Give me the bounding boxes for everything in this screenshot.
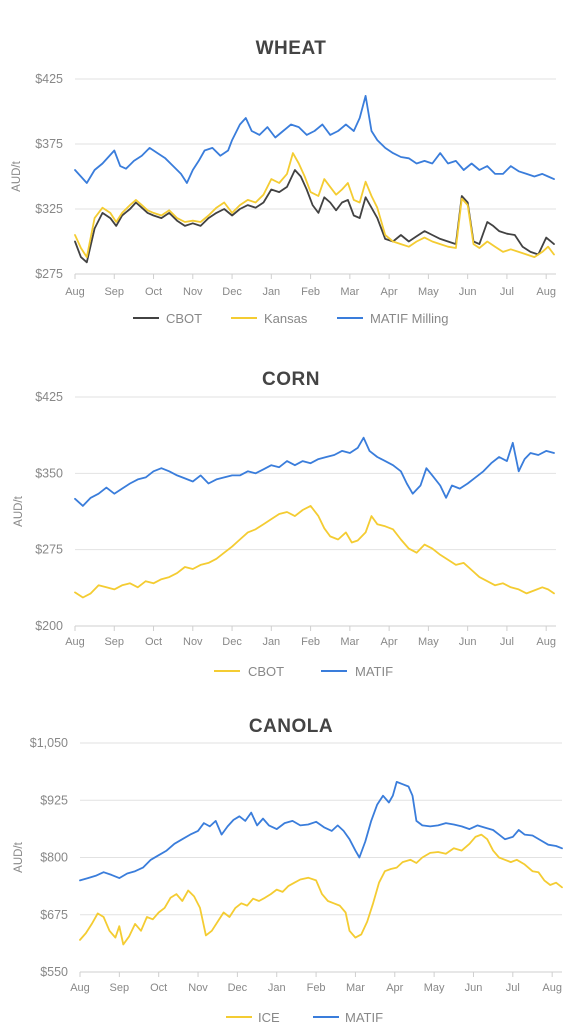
- y-tick-label: $275: [35, 267, 63, 281]
- x-tick-label: Jun: [465, 982, 483, 994]
- legend-item: CBOT: [133, 311, 202, 326]
- x-tick-label: Jun: [459, 636, 477, 648]
- x-tick-label: Jul: [506, 982, 520, 994]
- y-axis-label: AUD/t: [13, 495, 25, 526]
- legend-label: Kansas: [264, 311, 308, 326]
- x-tick-label: Jan: [262, 636, 280, 648]
- series-line-cbot: [74, 169, 555, 264]
- series-line-matif-milling: [74, 95, 555, 184]
- x-tick-label: Jul: [500, 286, 514, 298]
- x-tick-label: Sep: [104, 636, 124, 648]
- x-tick-label: Apr: [381, 636, 398, 648]
- legend-label: ICE: [258, 1010, 280, 1025]
- x-tick-label: Oct: [145, 636, 162, 648]
- x-tick-label: May: [424, 982, 445, 994]
- chart-corn: CORN $200 $275 $350 $425 Aug Sep Oct Nov Dec Jan Fe…: [13, 369, 556, 679]
- legend-item: CBOT: [214, 664, 284, 679]
- series-line-ice: [79, 833, 563, 946]
- series-line-matif: [79, 781, 563, 882]
- y-tick-label: $800: [40, 851, 68, 865]
- legend-label: CBOT: [166, 311, 202, 326]
- y-tick-label: $200: [35, 619, 63, 633]
- x-tick-label: Apr: [386, 982, 403, 994]
- x-tick-label: Aug: [536, 636, 556, 648]
- x-tick-label: Dec: [222, 636, 242, 648]
- chart-title: WHEAT: [256, 38, 327, 59]
- x-tick-label: May: [418, 286, 439, 298]
- y-tick-label: $550: [40, 965, 68, 979]
- x-tick-label: Feb: [301, 286, 320, 298]
- x-tick-label: Nov: [183, 636, 203, 648]
- legend-label: MATIF: [345, 1010, 383, 1025]
- legend-item: Kansas: [231, 311, 308, 326]
- x-tick-label: Mar: [346, 982, 365, 994]
- x-tick-label: Jan: [262, 286, 280, 298]
- x-tick-label: Sep: [110, 982, 130, 994]
- chart-title: CORN: [262, 369, 320, 390]
- x-tick-label: Aug: [536, 286, 556, 298]
- x-tick-label: Jan: [268, 982, 286, 994]
- legend-label: MATIF Milling: [370, 311, 448, 326]
- x-tick-label: Aug: [65, 286, 85, 298]
- y-tick-label: $1,050: [30, 736, 68, 750]
- legend-label: MATIF: [355, 664, 393, 679]
- y-tick-label: $375: [35, 137, 63, 151]
- x-tick-label: Nov: [183, 286, 203, 298]
- x-tick-label: Aug: [65, 636, 85, 648]
- y-tick-label: $925: [40, 793, 68, 807]
- y-tick-label: $325: [35, 202, 63, 216]
- series-line-cbot: [74, 505, 555, 599]
- legend-item: MATIF: [321, 664, 393, 679]
- x-tick-label: Oct: [145, 286, 162, 298]
- x-tick-label: Dec: [228, 982, 248, 994]
- x-tick-label: Feb: [301, 636, 320, 648]
- chart-wheat: WHEAT $275 $325 $375 $425 Aug Sep Oct Nov Dec Jan F…: [11, 38, 556, 326]
- legend-item: MATIF: [313, 1010, 383, 1025]
- x-tick-label: Sep: [104, 286, 124, 298]
- y-tick-label: $425: [35, 72, 63, 86]
- y-tick-label: $675: [40, 908, 68, 922]
- chart-canola: CANOLA $550 $675 $800 $925 $1,050 Aug Sep Oct Nov…: [13, 716, 563, 1025]
- x-tick-label: Jul: [500, 636, 514, 648]
- x-tick-label: Feb: [307, 982, 326, 994]
- x-tick-label: Apr: [381, 286, 398, 298]
- series-line-kansas: [74, 152, 555, 258]
- legend-item: ICE: [226, 1010, 280, 1025]
- x-tick-label: Mar: [340, 636, 359, 648]
- x-tick-label: Aug: [542, 982, 562, 994]
- y-tick-label: $275: [35, 543, 63, 557]
- x-tick-label: Dec: [222, 286, 242, 298]
- series-line-matif: [74, 436, 555, 507]
- legend-label: CBOT: [248, 664, 284, 679]
- x-tick-label: Oct: [150, 982, 167, 994]
- x-tick-label: Aug: [70, 982, 90, 994]
- x-tick-label: May: [418, 636, 439, 648]
- y-axis-label: AUD/t: [11, 160, 23, 191]
- legend-item: MATIF Milling: [337, 311, 448, 326]
- chart-title: CANOLA: [249, 716, 333, 737]
- y-tick-label: $425: [35, 390, 63, 404]
- y-axis-label: AUD/t: [13, 841, 25, 872]
- x-tick-label: Nov: [188, 982, 208, 994]
- x-tick-label: Mar: [340, 286, 359, 298]
- x-tick-label: Jun: [459, 286, 477, 298]
- y-tick-label: $350: [35, 466, 63, 480]
